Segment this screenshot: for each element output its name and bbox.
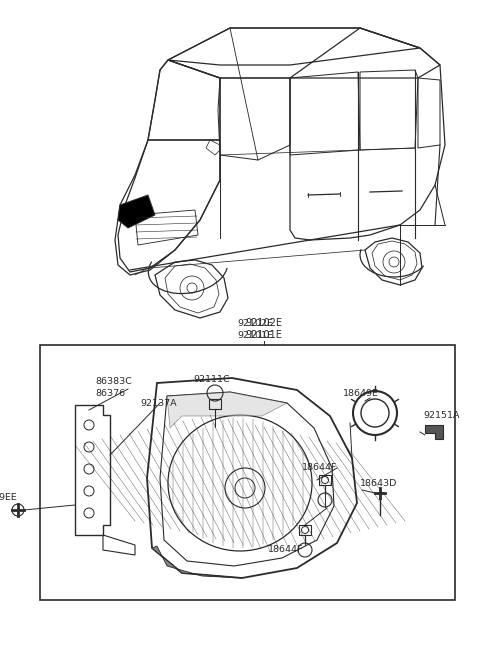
Text: 1129EE: 1129EE — [0, 493, 18, 501]
Text: 18649E: 18649E — [343, 388, 379, 398]
Polygon shape — [167, 392, 287, 428]
Text: 92111C: 92111C — [193, 375, 229, 384]
Text: 92101E: 92101E — [246, 330, 283, 340]
Text: 18644F: 18644F — [268, 546, 303, 554]
Text: 92102E: 92102E — [238, 319, 274, 327]
Polygon shape — [425, 425, 443, 439]
Text: 86376: 86376 — [95, 388, 125, 398]
Text: 92151A: 92151A — [423, 411, 459, 419]
Text: 86383C: 86383C — [95, 377, 132, 386]
Polygon shape — [118, 195, 155, 228]
Polygon shape — [152, 546, 242, 578]
Text: 92137A: 92137A — [140, 398, 177, 407]
Bar — [209, 399, 221, 409]
Text: 18644F: 18644F — [302, 462, 337, 472]
Bar — [40, 345, 455, 600]
Bar — [299, 525, 311, 535]
Text: 92101E: 92101E — [238, 331, 274, 340]
Bar — [319, 475, 331, 485]
Text: 18643D: 18643D — [360, 478, 397, 487]
Text: 92102E: 92102E — [246, 318, 283, 328]
